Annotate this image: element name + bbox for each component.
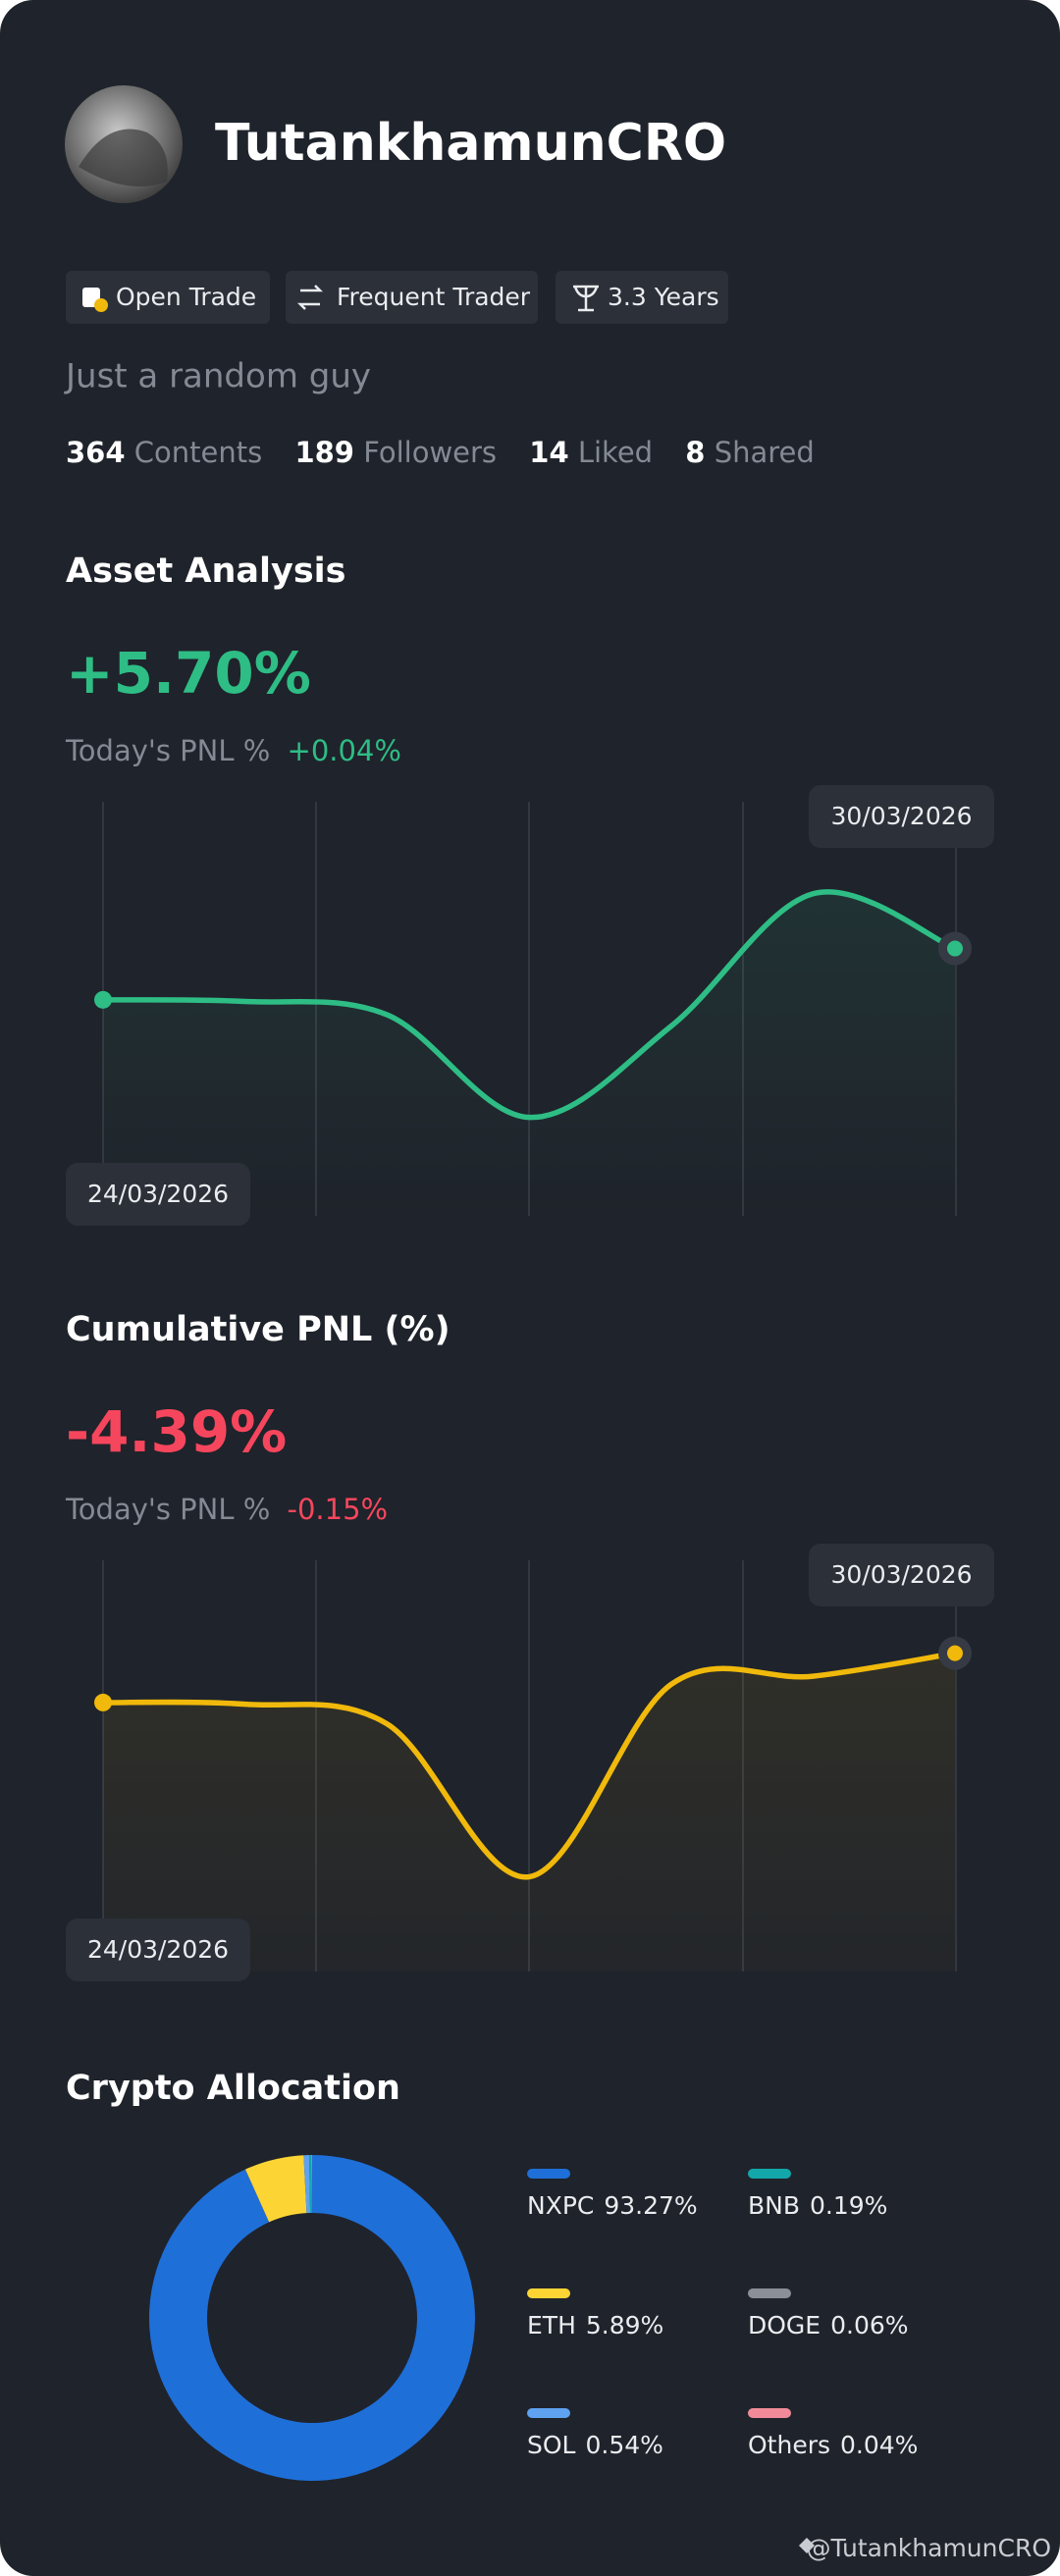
donut-slice bbox=[308, 2155, 312, 2214]
footer-logo bbox=[799, 2538, 815, 2553]
legend-entry: NXPC 93.27% bbox=[527, 2191, 698, 2220]
stat-label: Shared bbox=[715, 436, 815, 469]
stat-label: Followers bbox=[363, 436, 497, 469]
legend-name: Others bbox=[748, 2431, 830, 2459]
date-tooltip bbox=[66, 1163, 250, 1226]
badge-label: Open Trade bbox=[116, 283, 256, 311]
badge bbox=[66, 271, 270, 324]
date-tooltip bbox=[66, 1919, 250, 1981]
username: TutankhamunCRO bbox=[215, 114, 726, 173]
stat-value: 364 bbox=[66, 436, 126, 469]
date-label: 30/03/2026 bbox=[830, 1560, 972, 1589]
area-fill bbox=[103, 1653, 955, 1971]
area-fill bbox=[103, 891, 955, 1216]
headline-value: -4.39% bbox=[66, 1398, 287, 1465]
avatar-detail bbox=[79, 129, 168, 186]
start-point bbox=[94, 990, 112, 1009]
date-label: 24/03/2026 bbox=[87, 1935, 229, 1964]
badge-label: Frequent Trader bbox=[337, 283, 531, 311]
legend-name: DOGE bbox=[748, 2311, 821, 2339]
legend-value: 0.06% bbox=[830, 2311, 908, 2339]
legend-value: 93.27% bbox=[604, 2191, 697, 2220]
badges: Open Trade Frequent Trader 3.3 Years bbox=[66, 271, 728, 324]
badge-icon bbox=[573, 285, 599, 312]
line bbox=[100, 889, 958, 1121]
start-point bbox=[94, 1693, 112, 1711]
legend-swatch bbox=[748, 2288, 791, 2298]
date-tooltip bbox=[809, 1544, 994, 1606]
pnl-value: -0.15% bbox=[288, 1493, 389, 1526]
stats: 364 Contents 189 Followers 14 Liked 8 Sh… bbox=[66, 436, 815, 469]
legend-value: 0.54% bbox=[585, 2431, 662, 2459]
section-title: Cumulative PNL (%) bbox=[66, 1310, 450, 1349]
donut-slice bbox=[303, 2155, 311, 2214]
stat-value: 8 bbox=[685, 436, 705, 469]
legend-name: BNB bbox=[748, 2191, 800, 2220]
badge-label: 3.3 Years bbox=[608, 283, 719, 311]
bio: Just a random guy bbox=[64, 357, 371, 396]
legend-entry: BNB 0.19% bbox=[748, 2191, 887, 2220]
legend-name: ETH bbox=[527, 2311, 576, 2339]
legend-name: NXPC bbox=[527, 2191, 594, 2220]
legend-entry: SOL 0.54% bbox=[527, 2431, 663, 2459]
stat-label: Contents bbox=[134, 436, 262, 469]
date-label: 30/03/2026 bbox=[830, 802, 972, 830]
headline-value: +5.70% bbox=[66, 640, 311, 707]
date-label: 24/03/2026 bbox=[87, 1180, 229, 1208]
end-point bbox=[947, 1645, 963, 1661]
section-title: Asset Analysis bbox=[66, 552, 346, 591]
donut-slice bbox=[310, 2155, 312, 2214]
legend-swatch bbox=[527, 2288, 570, 2298]
stat-label: Liked bbox=[578, 436, 653, 469]
badge-icon bbox=[296, 285, 324, 310]
section-title: Crypto Allocation bbox=[66, 2069, 400, 2108]
end-point bbox=[947, 940, 963, 957]
legend-swatch bbox=[748, 2169, 791, 2179]
footer-handle: @TutankhamunCRO bbox=[807, 2534, 1051, 2562]
legend-name: SOL bbox=[527, 2431, 576, 2459]
legend-entry: Others 0.04% bbox=[748, 2431, 918, 2459]
legend-entry: ETH 5.89% bbox=[527, 2311, 663, 2339]
donut-slice bbox=[244, 2155, 307, 2223]
legend-swatch bbox=[527, 2408, 570, 2418]
legend-swatch bbox=[527, 2169, 570, 2179]
stat-value: 189 bbox=[294, 436, 354, 469]
pnl-label: Today's PNL % bbox=[65, 1493, 270, 1526]
badge bbox=[286, 271, 538, 324]
legend-swatch bbox=[748, 2408, 791, 2418]
stat-value: 14 bbox=[529, 436, 568, 469]
legend-value: 0.04% bbox=[840, 2431, 918, 2459]
donut-slice bbox=[149, 2155, 476, 2481]
date-tooltip bbox=[809, 785, 994, 848]
legend-value: 5.89% bbox=[586, 2311, 663, 2339]
pnl-value: +0.04% bbox=[288, 734, 401, 767]
line bbox=[100, 1650, 958, 1880]
badge-icon bbox=[94, 298, 108, 312]
legend-value: 0.19% bbox=[810, 2191, 887, 2220]
badge bbox=[556, 271, 728, 324]
pnl-row: Today's PNL % +0.04% bbox=[65, 734, 401, 767]
pnl-label: Today's PNL % bbox=[65, 734, 270, 767]
pnl-row: Today's PNL % -0.15% bbox=[65, 1493, 388, 1526]
legend-entry: DOGE 0.06% bbox=[748, 2311, 909, 2339]
